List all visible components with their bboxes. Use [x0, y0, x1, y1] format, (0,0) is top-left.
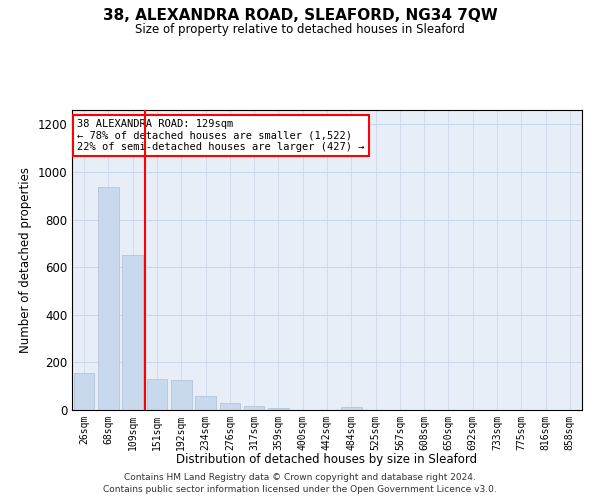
Text: 38, ALEXANDRA ROAD, SLEAFORD, NG34 7QW: 38, ALEXANDRA ROAD, SLEAFORD, NG34 7QW [103, 8, 497, 22]
Bar [244, 406, 265, 410]
Bar [171, 380, 191, 410]
Bar [146, 379, 167, 410]
Bar [268, 408, 289, 410]
Bar [195, 396, 216, 410]
Text: Contains public sector information licensed under the Open Government Licence v3: Contains public sector information licen… [103, 485, 497, 494]
Text: 38 ALEXANDRA ROAD: 129sqm
← 78% of detached houses are smaller (1,522)
22% of se: 38 ALEXANDRA ROAD: 129sqm ← 78% of detac… [77, 119, 365, 152]
Bar [98, 188, 119, 410]
Text: Size of property relative to detached houses in Sleaford: Size of property relative to detached ho… [135, 22, 465, 36]
Text: Distribution of detached houses by size in Sleaford: Distribution of detached houses by size … [176, 452, 478, 466]
Bar [220, 403, 240, 410]
Bar [122, 255, 143, 410]
Bar [341, 407, 362, 410]
Text: Contains HM Land Registry data © Crown copyright and database right 2024.: Contains HM Land Registry data © Crown c… [124, 472, 476, 482]
Y-axis label: Number of detached properties: Number of detached properties [19, 167, 32, 353]
Bar [74, 373, 94, 410]
